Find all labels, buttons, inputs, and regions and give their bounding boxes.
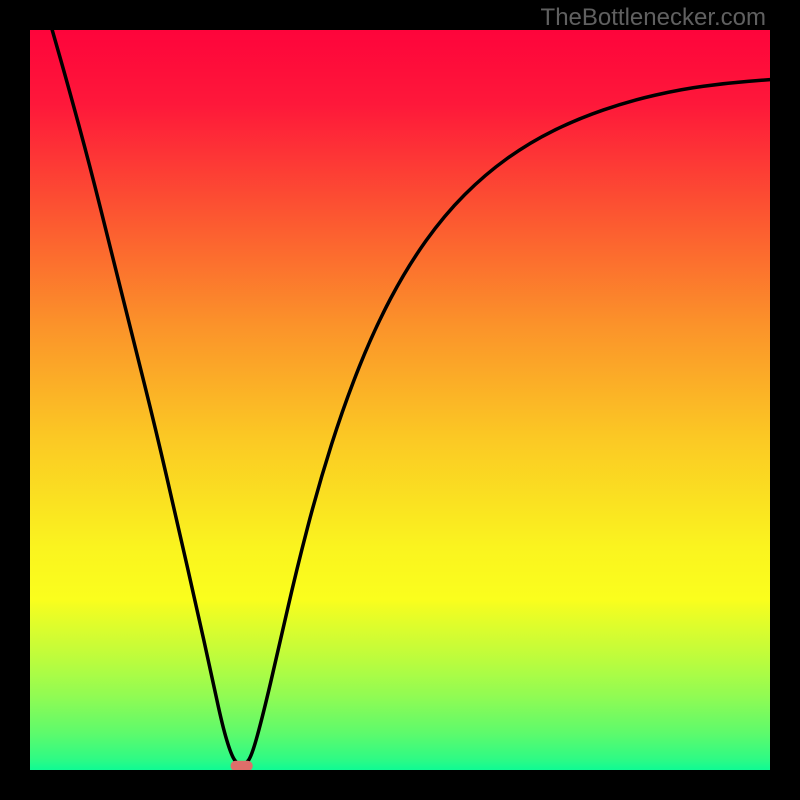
watermark-text: TheBottlenecker.com <box>541 4 766 32</box>
min-marker <box>231 761 253 770</box>
chart-background <box>30 30 770 770</box>
chart-plot <box>30 30 770 770</box>
